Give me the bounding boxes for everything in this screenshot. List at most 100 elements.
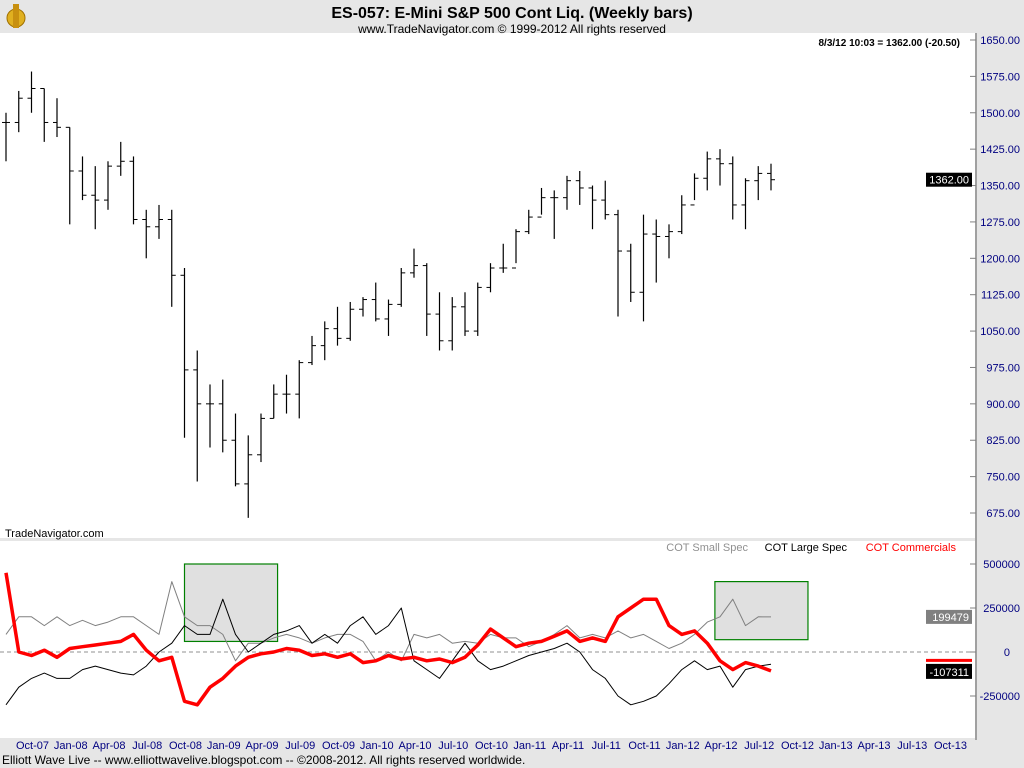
- x-tick-label: Jan-10: [360, 740, 394, 752]
- price-bar: [27, 71, 36, 113]
- price-bar: [499, 243, 508, 273]
- price-bar: [116, 141, 125, 176]
- x-tick-label: Apr-10: [398, 740, 431, 752]
- price-bar: [155, 204, 163, 239]
- price-bar: [601, 180, 610, 220]
- price-bar: [333, 306, 342, 346]
- price-bar: [537, 187, 546, 218]
- commercials-last-label: -107311: [929, 667, 969, 679]
- price-bar: [218, 379, 227, 453]
- logo-icon: [6, 4, 26, 28]
- y-tick-label: 1650.00: [980, 35, 1020, 47]
- price-bar: [206, 384, 214, 448]
- x-tick-label: Oct-12: [781, 740, 814, 752]
- x-tick-label: Oct-10: [475, 740, 508, 752]
- series-cot-small-spec: [5, 581, 772, 662]
- legend-small-spec: COT Small Spec: [666, 542, 748, 554]
- cot-y-tick-label: 0: [1004, 647, 1010, 659]
- x-tick-label: Jul-09: [285, 740, 315, 752]
- highlight-box: [183, 563, 279, 643]
- price-bar: [346, 301, 355, 341]
- x-tick-label: Apr-09: [245, 740, 278, 752]
- x-tick-label: Apr-12: [704, 740, 737, 752]
- price-bar: [575, 170, 584, 205]
- watermark: TradeNavigator.com: [5, 528, 104, 540]
- y-tick-label: 1200.00: [980, 253, 1020, 265]
- x-tick-label: Jan-11: [513, 740, 546, 752]
- price-bar: [563, 175, 571, 210]
- price-bar: [550, 190, 559, 239]
- x-tick-label: Jul-08: [132, 740, 162, 752]
- price-bar: [257, 413, 265, 463]
- y-tick-label: 975.00: [986, 362, 1020, 374]
- x-tick-label: Jul-12: [744, 740, 774, 752]
- price-bar: [410, 248, 418, 278]
- price-bar: [142, 209, 151, 259]
- y-tick-label: 900.00: [986, 399, 1020, 411]
- price-bar: [728, 156, 737, 220]
- price-panel: [0, 33, 976, 538]
- price-bar: [754, 166, 763, 201]
- price-bar: [91, 166, 100, 230]
- price-bar: [461, 292, 469, 336]
- price-bar: [741, 178, 750, 230]
- price-bar: [65, 126, 74, 225]
- price-bar: [269, 384, 278, 419]
- price-bar: [665, 224, 673, 259]
- price-bar: [626, 243, 635, 302]
- price-bar: [2, 112, 10, 162]
- price-bar: [231, 413, 240, 487]
- chart-subtitle: www.TradeNavigator.com © 1999-2012 All r…: [357, 22, 666, 36]
- price-bar: [295, 360, 304, 419]
- price-bar: [244, 435, 253, 518]
- x-tick-label: Jul-11: [592, 740, 621, 752]
- price-bar: [614, 209, 622, 317]
- x-tick-label: Jul-10: [438, 740, 468, 752]
- price-bar: [473, 282, 482, 336]
- x-tick-label: Jan-13: [819, 740, 853, 752]
- price-bar: [588, 185, 597, 230]
- price-bar: [104, 161, 112, 210]
- x-tick-label: Apr-08: [92, 740, 125, 752]
- price-bar: [359, 297, 367, 317]
- series-cot-commercials: [4, 572, 772, 707]
- small-spec-last-tag: [926, 609, 972, 624]
- y-tick-label: 1275.00: [980, 217, 1020, 229]
- y-tick-label: 825.00: [986, 435, 1020, 447]
- price-bar: [40, 88, 49, 142]
- quote-readout: 8/3/12 10:03 = 1362.00 (-20.50): [819, 38, 961, 49]
- price-bar: [512, 229, 520, 269]
- x-tick-label: Jul-13: [897, 740, 927, 752]
- y-tick-label: 750.00: [986, 472, 1020, 484]
- y-tick-label: 1425.00: [980, 144, 1020, 156]
- price-bar: [78, 156, 87, 201]
- price-bar: [703, 151, 712, 191]
- small-spec-last-label: 199479: [932, 612, 969, 624]
- x-tick-label: Jan-09: [207, 740, 241, 752]
- x-tick-label: Oct-07: [16, 740, 49, 752]
- price-bar: [652, 219, 661, 283]
- y-tick-label: 1125.00: [981, 290, 1020, 302]
- y-tick-label: 1350.00: [980, 181, 1020, 193]
- chart-title: ES-057: E-Mini S&P 500 Cont Liq. (Weekly…: [331, 5, 692, 22]
- last-price-tag: [926, 172, 972, 187]
- price-bar: [308, 335, 316, 366]
- legend-commercials: COT Commercials: [866, 542, 957, 554]
- x-tick-label: Oct-08: [169, 740, 202, 752]
- x-tick-label: Oct-09: [322, 740, 355, 752]
- commercials-last-marker: [926, 658, 972, 662]
- y-tick-label: 675.00: [986, 508, 1020, 520]
- x-tick-label: Apr-13: [857, 740, 890, 752]
- price-bar: [639, 214, 648, 322]
- legend-large-spec: COT Large Spec: [765, 542, 848, 554]
- y-tick-label: 1575.00: [980, 71, 1020, 83]
- price-bar: [53, 98, 61, 138]
- last-price-label: 1362.00: [929, 175, 969, 187]
- cot-y-tick-label: 250000: [983, 603, 1020, 615]
- price-bar: [716, 149, 724, 186]
- highlight-box: [714, 580, 809, 641]
- price-bar: [282, 374, 291, 414]
- price-bar: [448, 297, 457, 351]
- x-tick-label: Apr-11: [552, 740, 584, 752]
